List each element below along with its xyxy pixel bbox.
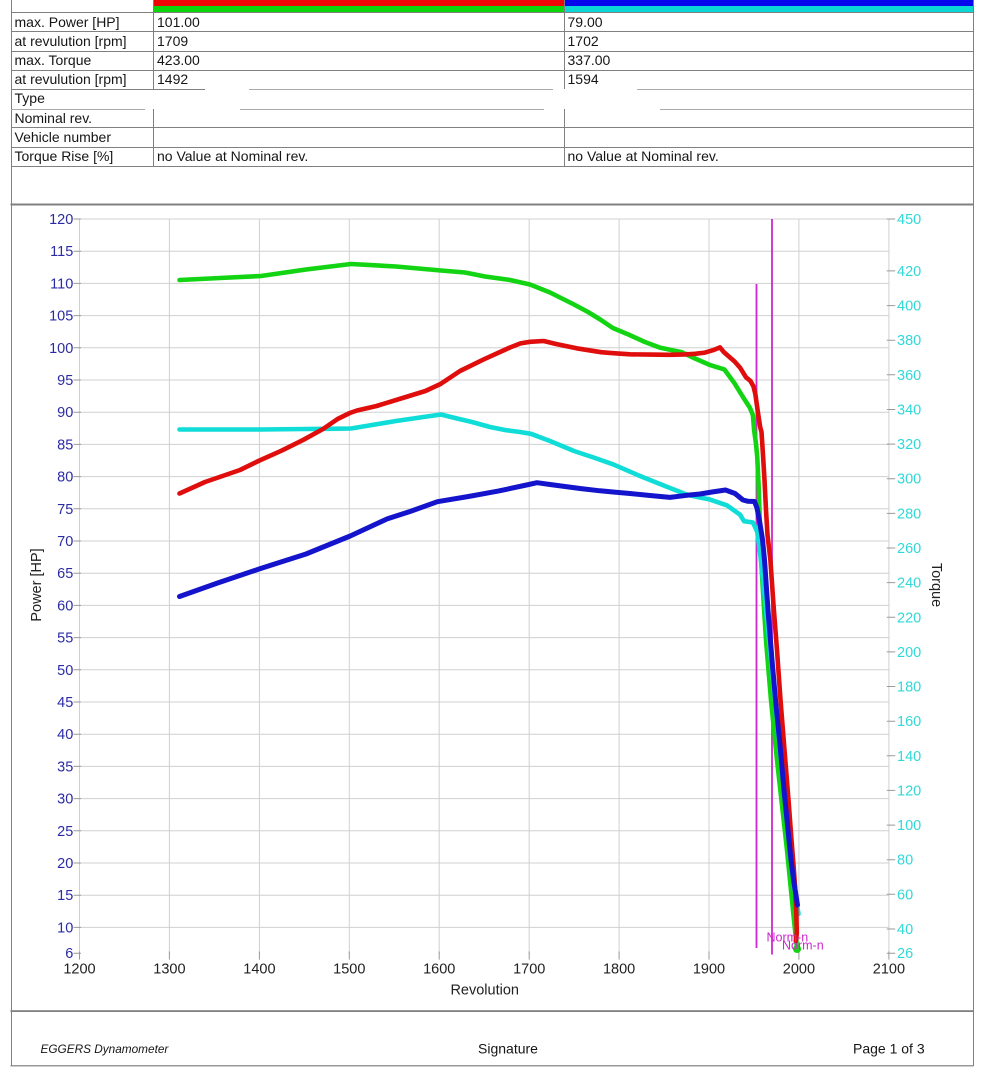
svg-text:220: 220: [897, 610, 921, 626]
svg-text:45: 45: [57, 695, 73, 711]
svg-text:75: 75: [57, 502, 73, 518]
svg-text:80: 80: [897, 853, 913, 869]
svg-text:115: 115: [50, 244, 73, 260]
svg-text:160: 160: [897, 714, 921, 730]
svg-text:360: 360: [897, 368, 921, 384]
svg-text:60: 60: [897, 887, 913, 903]
svg-text:105: 105: [49, 309, 73, 325]
svg-text:Norm-n: Norm-n: [767, 931, 809, 945]
svg-text:Page 1 of 3: Page 1 of 3: [853, 1041, 925, 1057]
svg-text:300: 300: [897, 472, 921, 488]
svg-text:30: 30: [57, 792, 73, 808]
svg-text:Norm-n: Norm-n: [782, 938, 824, 952]
svg-text:450: 450: [897, 212, 921, 228]
svg-text:65: 65: [57, 566, 73, 582]
svg-text:26: 26: [897, 946, 913, 962]
svg-text:20: 20: [57, 856, 73, 872]
svg-text:340: 340: [897, 403, 921, 419]
svg-text:100: 100: [49, 341, 73, 357]
svg-text:1500: 1500: [333, 961, 365, 977]
svg-text:50: 50: [57, 663, 73, 679]
svg-text:1800: 1800: [603, 961, 635, 977]
svg-text:1600: 1600: [423, 961, 455, 977]
svg-text:260: 260: [897, 541, 921, 557]
svg-text:85: 85: [57, 437, 73, 453]
svg-text:1900: 1900: [693, 961, 725, 977]
svg-text:Torque: Torque: [928, 563, 944, 607]
svg-text:Power [HP]: Power [HP]: [29, 548, 45, 621]
svg-text:240: 240: [897, 576, 921, 592]
svg-text:2000: 2000: [783, 961, 815, 977]
svg-text:1300: 1300: [153, 961, 185, 977]
svg-text:40: 40: [57, 727, 73, 743]
svg-text:80: 80: [57, 470, 73, 486]
svg-text:10: 10: [57, 920, 73, 936]
svg-text:35: 35: [57, 759, 73, 775]
svg-text:120: 120: [897, 783, 921, 799]
svg-text:60: 60: [57, 598, 73, 614]
svg-text:EGGERS Dynamometer: EGGERS Dynamometer: [41, 1042, 170, 1056]
svg-text:420: 420: [897, 264, 921, 280]
svg-text:55: 55: [57, 631, 73, 647]
svg-text:Signature: Signature: [478, 1041, 538, 1057]
svg-text:200: 200: [897, 645, 921, 661]
svg-text:380: 380: [897, 333, 921, 349]
svg-text:100: 100: [897, 818, 921, 834]
svg-text:280: 280: [897, 506, 921, 522]
svg-text:140: 140: [897, 749, 921, 765]
svg-text:95: 95: [57, 373, 73, 389]
svg-text:90: 90: [57, 405, 73, 421]
svg-text:1400: 1400: [243, 961, 275, 977]
svg-text:25: 25: [57, 824, 73, 840]
svg-text:40: 40: [897, 922, 913, 938]
svg-text:70: 70: [57, 534, 73, 550]
svg-text:400: 400: [897, 299, 921, 315]
svg-text:320: 320: [897, 437, 921, 453]
svg-text:110: 110: [50, 276, 73, 292]
svg-text:180: 180: [897, 680, 921, 696]
svg-text:6: 6: [65, 946, 73, 962]
svg-text:Revolution: Revolution: [450, 983, 519, 999]
svg-text:1700: 1700: [513, 961, 545, 977]
svg-text:1200: 1200: [63, 961, 95, 977]
svg-text:15: 15: [57, 888, 73, 904]
svg-text:120: 120: [49, 212, 73, 228]
svg-text:2100: 2100: [873, 961, 905, 977]
